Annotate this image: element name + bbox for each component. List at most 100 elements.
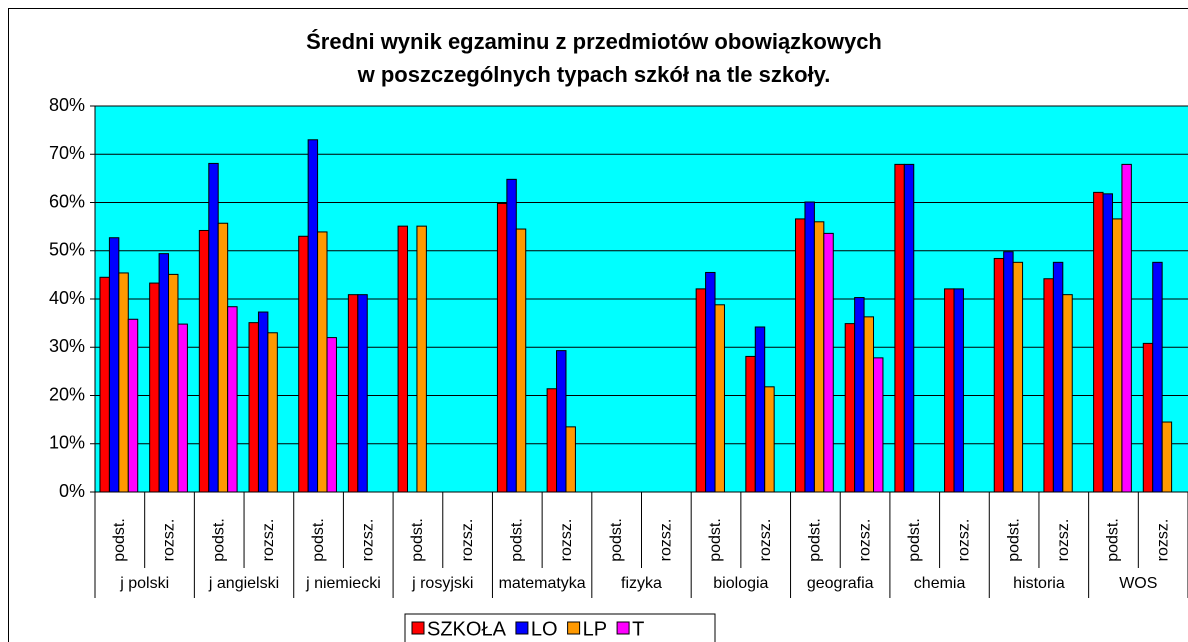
bar (298, 235, 309, 493)
bar (118, 272, 129, 493)
y-tick-label: 30% (49, 336, 85, 356)
group-label: matematyka (499, 575, 586, 592)
bar (1121, 163, 1132, 493)
bar (158, 253, 170, 493)
bar (326, 337, 337, 493)
bar (1152, 261, 1163, 493)
y-tick-label: 50% (49, 240, 85, 260)
bar (108, 237, 120, 493)
bar (317, 231, 328, 493)
x-tick-label: rozsz. (359, 519, 376, 562)
bar (823, 232, 834, 493)
x-tick-label: podst. (707, 518, 724, 562)
bar (177, 323, 188, 493)
x-tick-label: podst. (409, 518, 426, 562)
group-label: j niemiecki (305, 575, 381, 592)
bar (944, 288, 955, 493)
x-tick-label: rozsz. (1154, 519, 1171, 562)
x-tick-label: podst. (1105, 518, 1122, 562)
y-tick-label: 70% (49, 143, 85, 163)
x-tick-label: rozsz. (161, 519, 178, 562)
bar (1012, 261, 1024, 493)
bar (804, 201, 815, 493)
y-tick-label: 0% (59, 481, 85, 501)
bar (1142, 342, 1154, 493)
bar (217, 222, 229, 493)
x-tick-label: rozsz. (459, 519, 476, 562)
bar (208, 162, 219, 493)
bar (953, 288, 964, 493)
bar (127, 318, 139, 493)
bar (1062, 294, 1073, 493)
bar (565, 426, 576, 493)
chart-title: w poszczególnych typach szkół na tle szk… (357, 62, 831, 87)
bar (1093, 191, 1104, 493)
bar (496, 202, 508, 493)
x-tick-label: rozsz. (260, 519, 277, 562)
group-label: fizyka (621, 575, 662, 592)
bar (515, 228, 527, 493)
bar (1043, 278, 1054, 493)
bar (754, 326, 766, 493)
bar (149, 282, 160, 493)
legend-label: LO (531, 618, 558, 640)
bar (227, 306, 238, 493)
x-tick-label: podst. (210, 518, 227, 562)
legend-swatch (411, 621, 425, 635)
bar (854, 297, 865, 493)
bar (168, 273, 179, 493)
legend-label: SZKOŁA (427, 618, 507, 640)
bar (745, 355, 756, 493)
bar (257, 311, 269, 493)
group-label: j rosyjski (411, 575, 473, 592)
x-tick-label: podst. (608, 518, 625, 562)
bar (714, 304, 725, 493)
x-tick-label: rozsz. (558, 519, 575, 562)
bar (993, 257, 1005, 493)
bar (357, 294, 368, 493)
x-tick-label: rozsz. (658, 519, 675, 562)
chart-title: Średni wynik egzaminu z przedmiotów obow… (306, 29, 882, 54)
legend-swatch (567, 621, 581, 635)
bar (764, 386, 775, 493)
x-tick-label: podst. (310, 518, 327, 562)
bar (397, 225, 408, 493)
bar (1111, 218, 1123, 493)
group-label: historia (1013, 575, 1065, 592)
bar (546, 388, 558, 493)
bar (844, 323, 856, 493)
bar (695, 288, 707, 493)
x-tick-label: podst. (111, 518, 128, 562)
y-tick-label: 20% (49, 384, 85, 404)
bar (813, 221, 825, 493)
bar (873, 357, 884, 493)
bar (307, 139, 319, 493)
bar (903, 163, 915, 493)
x-tick-label: rozsz. (757, 519, 774, 562)
bar (267, 332, 278, 493)
x-tick-label: rozsz. (956, 519, 973, 562)
x-tick-label: podst. (1005, 518, 1022, 562)
bar (99, 276, 110, 493)
group-label: geografia (807, 575, 874, 592)
legend-box (404, 613, 716, 642)
legend-swatch (616, 621, 630, 635)
y-tick-label: 40% (49, 288, 85, 308)
group-label: chemia (914, 575, 966, 592)
bar (1161, 421, 1173, 493)
group-label: j polski (119, 575, 169, 592)
y-tick-label: 80% (49, 95, 85, 115)
bar (198, 229, 210, 493)
legend-label: T (632, 618, 644, 640)
x-tick-label: podst. (906, 518, 923, 562)
group-label: WOS (1119, 575, 1157, 592)
y-tick-label: 60% (49, 191, 85, 211)
x-tick-label: podst. (509, 518, 526, 562)
bar (1052, 261, 1064, 493)
bar (1102, 193, 1113, 493)
x-tick-label: rozsz. (856, 519, 873, 562)
x-tick-label: rozsz. (1055, 519, 1072, 562)
legend-swatch (515, 621, 529, 635)
group-label: j angielski (208, 575, 279, 592)
